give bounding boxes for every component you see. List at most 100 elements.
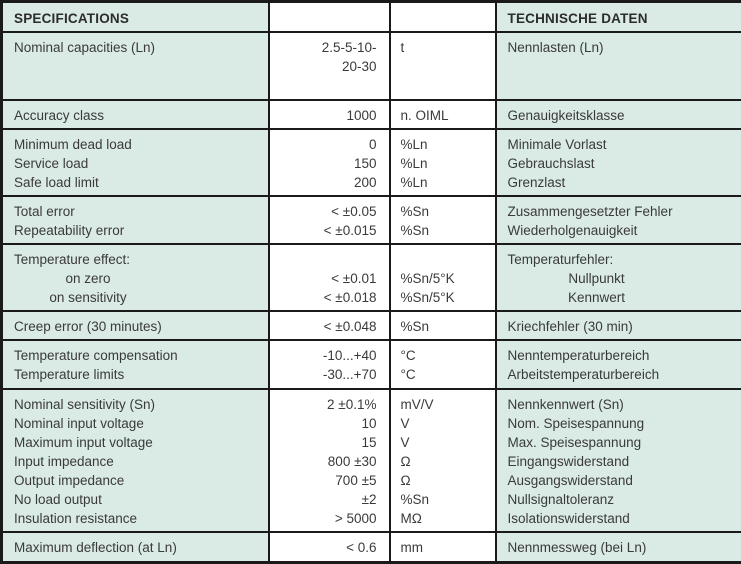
unit-cell: %Sn %Sn: [390, 196, 496, 244]
german-line: Nullpunkt: [497, 269, 701, 288]
spec-line: Creep error (30 minutes): [3, 317, 268, 336]
value-line: 2.5-5-10-: [270, 38, 389, 57]
header-specifications-label: SPECIFICATIONS: [3, 9, 268, 28]
value-line: < ±0.018: [270, 288, 389, 307]
unit-line: Ω: [391, 471, 495, 490]
value-line: 2 ±0.1%: [270, 395, 389, 414]
spec-label-cell: Minimum dead load Service load Safe load…: [2, 129, 269, 196]
unit-line: %Ln: [391, 173, 495, 192]
spec-line: Repeatability error: [3, 221, 268, 240]
value-line: 15: [270, 433, 389, 452]
german-line: Nullsignaltoleranz: [497, 490, 741, 509]
german-label-cell: Nennmessweg (bei Ln): [496, 532, 741, 562]
table-row: Creep error (30 minutes) < ±0.048 %Sn Kr…: [2, 311, 741, 340]
value-cell: < ±0.05 < ±0.015: [269, 196, 390, 244]
spec-line: Insulation resistance: [3, 509, 268, 528]
unit-line: MΩ: [391, 509, 495, 528]
table-row: Accuracy class 1000 n. OIML Genauigkeits…: [2, 100, 741, 129]
german-line: Ausgangswiderstand: [497, 471, 741, 490]
value-line: < 0.6: [270, 538, 389, 557]
spec-line: on sensitivity: [3, 288, 177, 307]
value-cell: < ±0.048: [269, 311, 390, 340]
spec-line: Nominal sensitivity (Sn): [3, 395, 268, 414]
spec-line: No load output: [3, 490, 268, 509]
spec-line: Input impedance: [3, 452, 268, 471]
german-line: Nennmessweg (bei Ln): [497, 538, 741, 557]
unit-line: t: [391, 38, 495, 57]
value-cell: 2.5-5-10- 20-30: [269, 32, 390, 100]
unit-line: %Ln: [391, 154, 495, 173]
german-line: Nenntemperaturbereich: [497, 346, 741, 365]
value-line: -30...+70: [270, 365, 389, 384]
german-label-cell: Nennlasten (Ln): [496, 32, 741, 100]
value-line: < ±0.048: [270, 317, 389, 336]
value-line: 200: [270, 173, 389, 192]
spec-line: Output impedance: [3, 471, 268, 490]
unit-line: %Sn: [391, 490, 495, 509]
unit-line: Ω: [391, 452, 495, 471]
german-label-cell: Nenntemperaturbereich Arbeitstemperaturb…: [496, 340, 741, 389]
header-value-col: [269, 2, 390, 33]
spec-label-cell: Nominal sensitivity (Sn) Nominal input v…: [2, 389, 269, 532]
spec-line: on zero: [3, 269, 177, 288]
table-row: Maximum deflection (at Ln) < 0.6 mm Nenn…: [2, 532, 741, 562]
unit-cell: %Sn/5°K %Sn/5°K: [390, 244, 496, 311]
german-line: Nennkennwert (Sn): [497, 395, 741, 414]
german-line: Genauigkeitsklasse: [497, 106, 741, 125]
unit-line: V: [391, 414, 495, 433]
value-cell: 2 ±0.1% 10 15 800 ±30 700 ±5 ±2 > 5000: [269, 389, 390, 532]
spec-line: Maximum input voltage: [3, 433, 268, 452]
unit-cell: t: [390, 32, 496, 100]
spec-line: Temperature limits: [3, 365, 268, 384]
spec-label-cell: Maximum deflection (at Ln): [2, 532, 269, 562]
unit-line: °C: [391, 365, 495, 384]
unit-line: mV/V: [391, 395, 495, 414]
value-line: 0: [270, 135, 389, 154]
table-row: Minimum dead load Service load Safe load…: [2, 129, 741, 196]
german-line: Zusammengesetzter Fehler: [497, 202, 741, 221]
spec-label-cell: Creep error (30 minutes): [2, 311, 269, 340]
value-cell: 1000: [269, 100, 390, 129]
spec-label-cell: Accuracy class: [2, 100, 269, 129]
unit-line: n. OIML: [391, 106, 495, 125]
spec-line: Nominal input voltage: [3, 414, 268, 433]
header-technische-daten: TECHNISCHE DATEN: [496, 2, 741, 33]
german-line: Max. Speisespannung: [497, 433, 741, 452]
spec-line: Temperature effect:: [3, 250, 268, 269]
german-line: Eingangswiderstand: [497, 452, 741, 471]
unit-cell: %Ln %Ln %Ln: [390, 129, 496, 196]
german-line: Gebrauchslast: [497, 154, 741, 173]
table-row: Temperature compensation Temperature lim…: [2, 340, 741, 389]
german-line: Grenzlast: [497, 173, 741, 192]
spec-label-cell: Temperature compensation Temperature lim…: [2, 340, 269, 389]
value-line: 150: [270, 154, 389, 173]
unit-cell: n. OIML: [390, 100, 496, 129]
value-cell: 0 150 200: [269, 129, 390, 196]
german-line: Nennlasten (Ln): [497, 38, 741, 57]
value-line: 700 ±5: [270, 471, 389, 490]
header-unit-col: [390, 2, 496, 33]
unit-line: %Sn: [391, 317, 495, 336]
unit-line: V: [391, 433, 495, 452]
german-line: Minimale Vorlast: [497, 135, 741, 154]
german-line: Isolationswiderstand: [497, 509, 741, 528]
value-cell: < ±0.01 < ±0.018: [269, 244, 390, 311]
spec-line: Nominal capacities (Ln): [3, 38, 268, 57]
unit-line: %Ln: [391, 135, 495, 154]
unit-line: mm: [391, 538, 495, 557]
spec-line: Safe load limit: [3, 173, 268, 192]
spec-label-cell: Nominal capacities (Ln): [2, 32, 269, 100]
value-line: < ±0.05: [270, 202, 389, 221]
table-row: Nominal capacities (Ln) 2.5-5-10- 20-30 …: [2, 32, 741, 100]
table-row: Nominal sensitivity (Sn) Nominal input v…: [2, 389, 741, 532]
header-technische-daten-label: TECHNISCHE DATEN: [497, 9, 741, 28]
value-cell: < 0.6: [269, 532, 390, 562]
unit-cell: %Sn: [390, 311, 496, 340]
value-line: > 5000: [270, 509, 389, 528]
german-label-cell: Zusammengesetzter Fehler Wiederholgenaui…: [496, 196, 741, 244]
german-label-cell: Minimale Vorlast Gebrauchslast Grenzlast: [496, 129, 741, 196]
table-header-row: SPECIFICATIONS TECHNISCHE DATEN: [2, 2, 741, 33]
german-label-cell: Temperaturfehler: Nullpunkt Kennwert: [496, 244, 741, 311]
unit-cell: mm: [390, 532, 496, 562]
german-label-cell: Nennkennwert (Sn) Nom. Speisespannung Ma…: [496, 389, 741, 532]
